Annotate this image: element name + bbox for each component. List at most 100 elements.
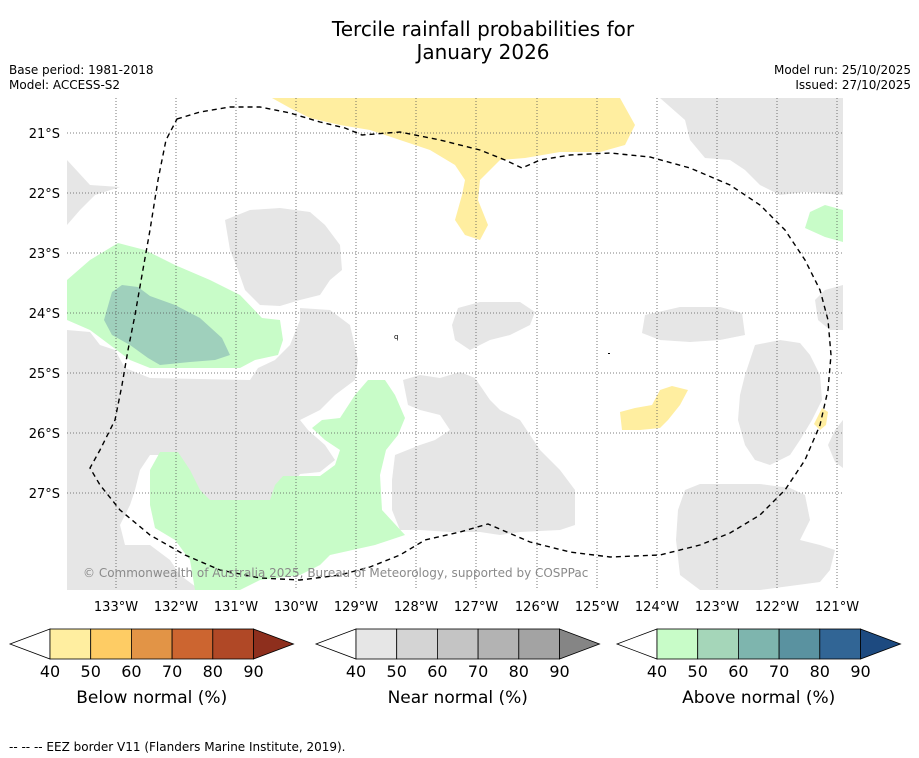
issued-date: Issued: 27/10/2025 <box>795 78 911 92</box>
legend-tick-label: 40 <box>346 662 366 681</box>
legend-high-triangle <box>860 628 902 660</box>
legend-high-triangle <box>253 628 295 660</box>
legend-low-triangle <box>615 628 658 660</box>
graticule <box>67 98 843 590</box>
near-normal-north-east <box>660 98 843 195</box>
meta-right: Model run: 25/10/2025 Issued: 27/10/2025 <box>774 63 911 93</box>
legend-tick-label: 70 <box>769 662 789 681</box>
near-normal-center-blob <box>392 372 575 535</box>
legend-tick-label: 60 <box>121 662 141 681</box>
legend-tick-label: 90 <box>850 662 870 681</box>
legend-tick-label: 80 <box>810 662 830 681</box>
legend-tick-label: 40 <box>40 662 60 681</box>
model-name: Model: ACCESS-S2 <box>9 78 121 92</box>
legend-swatch <box>738 628 780 660</box>
legend-tick-label: 80 <box>203 662 223 681</box>
legend-tick-label: 60 <box>427 662 447 681</box>
lat-label: 26°S <box>29 427 60 442</box>
legend-tick-label: 80 <box>509 662 529 681</box>
near-normal-west-notch <box>67 160 120 225</box>
lon-label: 127°W <box>454 600 498 615</box>
legend-tick-label: 60 <box>728 662 748 681</box>
legend-title: Near normal (%) <box>388 688 528 708</box>
map-figure: q © Commonwealth of Australia 2025, Bure… <box>8 98 902 708</box>
legend-1: 40 50 60 70 80 90 Below normal (%) <box>8 628 295 708</box>
tiny-island-mark: q <box>394 333 398 341</box>
legend-swatch <box>212 628 254 660</box>
near-normal-center-small <box>452 302 535 350</box>
legend-tick-label: 70 <box>162 662 182 681</box>
legend-swatch <box>396 628 438 660</box>
legend-swatch <box>477 628 520 660</box>
eez-footer-note: -- -- -- EEZ border V11 (Flanders Marine… <box>9 740 346 754</box>
legend-swatch <box>518 628 560 660</box>
lon-label: 128°W <box>394 600 438 615</box>
legend-swatch <box>355 628 398 660</box>
legend-swatch <box>778 628 821 660</box>
below-normal-north <box>272 98 635 240</box>
legend-tick-label: 40 <box>647 662 667 681</box>
lat-label: 22°S <box>29 187 60 202</box>
above-normal-50-region <box>104 285 230 365</box>
near-normal-south-east <box>676 484 835 590</box>
below-normal-regions <box>272 98 828 430</box>
lat-label: 25°S <box>29 367 60 382</box>
legend-title: Above normal (%) <box>682 688 835 708</box>
legend-swatch <box>49 628 92 660</box>
meta-left: Base period: 1981-2018 Model: ACCESS-S2 <box>9 63 154 93</box>
base-period: Base period: 1981-2018 <box>9 63 154 77</box>
legend-3: 40 50 60 70 80 90 Above normal (%) <box>615 628 902 708</box>
legend-high-triangle <box>559 628 601 660</box>
near-normal-east-edge <box>815 285 843 330</box>
near-normal-west-edge-small <box>67 412 84 438</box>
below-normal-east-edge <box>814 408 828 430</box>
legend-title: Below normal (%) <box>76 688 227 708</box>
lon-label: 132°W <box>154 600 198 615</box>
lat-label: 27°S <box>29 487 60 502</box>
above-normal-south <box>150 380 405 590</box>
below-normal-east <box>620 386 688 430</box>
legend-2: 40 50 60 70 80 90 Near normal (%) <box>314 628 601 708</box>
lat-label: 21°S <box>29 127 60 142</box>
legend-swatch <box>171 628 214 660</box>
legend-tick-label: 90 <box>549 662 569 681</box>
copyright-notice: © Commonwealth of Australia 2025, Bureau… <box>83 566 588 580</box>
near-normal-west-inner <box>100 376 140 402</box>
lon-label: 124°W <box>635 600 679 615</box>
lon-label: 129°W <box>334 600 378 615</box>
near-normal-east-edge-2 <box>828 420 843 468</box>
legend-low-triangle <box>8 628 51 660</box>
legend-low-triangle <box>314 628 357 660</box>
near-normal-east-large <box>738 340 822 465</box>
lon-label: 126°W <box>515 600 559 615</box>
lon-label: 121°W <box>815 600 859 615</box>
legend-swatch <box>656 628 699 660</box>
title-line-1: Tercile rainfall probabilities for <box>331 17 635 41</box>
map-title: Tercile rainfall probabilities for Janua… <box>0 18 919 64</box>
near-normal-west-strip <box>67 308 358 590</box>
tiny-dot <box>608 353 610 354</box>
legend-tick-label: 50 <box>81 662 101 681</box>
lat-label: 24°S <box>29 307 60 322</box>
legend-tick-label: 50 <box>688 662 708 681</box>
title-line-2: January 2026 <box>416 40 550 64</box>
map-area: q © Commonwealth of Australia 2025, Bure… <box>67 98 843 590</box>
lon-label: 122°W <box>755 600 799 615</box>
near-normal-regions <box>67 98 843 590</box>
legend-tick-label: 70 <box>468 662 488 681</box>
lat-labels: 21°S 22°S 23°S 24°S 25°S 26°S 27°S <box>29 127 60 502</box>
lon-label: 133°W <box>94 600 138 615</box>
legend-swatch <box>90 628 132 660</box>
lon-label: 131°W <box>214 600 258 615</box>
eez-border <box>89 106 832 581</box>
lat-label: 23°S <box>29 247 60 262</box>
legend-swatch <box>819 628 861 660</box>
legend-swatch <box>697 628 739 660</box>
legend-tick-label: 90 <box>243 662 263 681</box>
legend-swatch <box>130 628 173 660</box>
lon-label: 125°W <box>575 600 619 615</box>
lon-labels: 133°W 132°W 131°W 130°W 129°W 128°W 127°… <box>94 600 859 615</box>
above-normal-east-edge <box>805 205 843 242</box>
lon-label: 130°W <box>274 600 318 615</box>
model-run: Model run: 25/10/2025 <box>773 63 911 77</box>
